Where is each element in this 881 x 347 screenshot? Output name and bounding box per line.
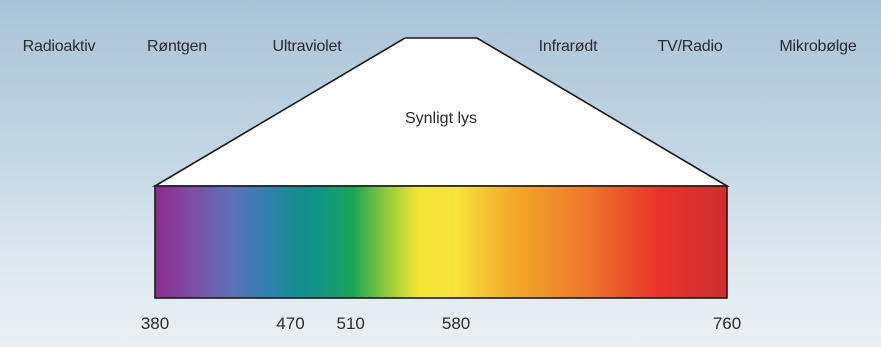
wavelength-tick-580: 580 bbox=[441, 314, 471, 333]
visible-spectrum-bar bbox=[154, 185, 728, 299]
band-label-xray: Røntgen bbox=[147, 38, 207, 55]
wavelength-tick-470: 470 bbox=[276, 314, 305, 333]
band-label-radioactive: Radioaktiv bbox=[22, 38, 96, 55]
band-label-ultraviolet: Ultraviolet bbox=[272, 38, 342, 55]
band-label-microwave: Mikrobølge bbox=[779, 38, 857, 55]
wavelength-tick-380: 380 bbox=[140, 314, 170, 333]
band-label-tv-radio: TV/Radio bbox=[657, 38, 723, 55]
wavelength-tick-510: 510 bbox=[336, 314, 365, 333]
wavelength-tick-760: 760 bbox=[712, 314, 742, 333]
band-label-infrared: Infrarødt bbox=[538, 38, 598, 55]
visible-light-label: Synligt lys bbox=[404, 110, 478, 127]
